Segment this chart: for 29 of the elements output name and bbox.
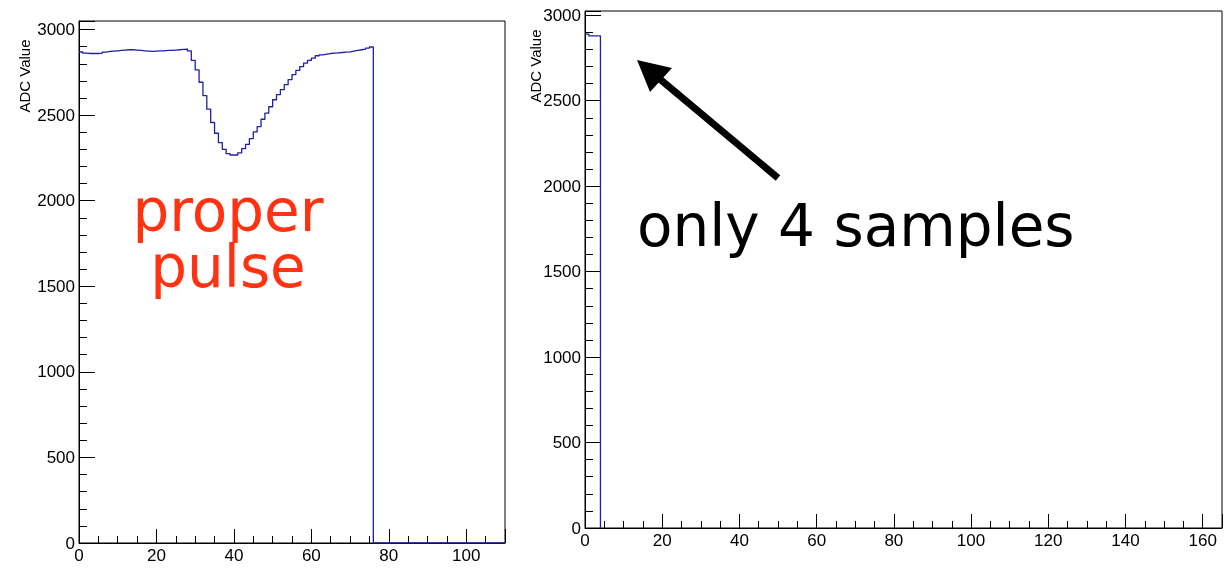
x-tick-label: 40 bbox=[729, 531, 749, 550]
x-tick-label: 60 bbox=[301, 546, 321, 565]
y-tick-label: 500 bbox=[46, 447, 75, 467]
y-axis-title: ADC Value bbox=[15, 39, 33, 113]
x-tick-label: 40 bbox=[224, 546, 244, 565]
x-tick-label: 20 bbox=[652, 531, 672, 550]
x-tick-label: 100 bbox=[452, 546, 481, 565]
y-tick-label: 3000 bbox=[543, 5, 581, 25]
y-tick-label: 2000 bbox=[543, 176, 581, 196]
x-tick-label: 80 bbox=[884, 531, 904, 550]
y-tick-label: 2500 bbox=[37, 105, 75, 125]
y-axis-title: ADC Value bbox=[526, 29, 544, 103]
x-tick-label: 20 bbox=[146, 546, 166, 565]
x-tick-label: 160 bbox=[1188, 531, 1217, 550]
x-tick-label: 140 bbox=[1111, 531, 1140, 550]
y-tick-label: 2500 bbox=[543, 91, 581, 111]
x-tick-label: 60 bbox=[807, 531, 827, 550]
y-tick-label: 1500 bbox=[543, 262, 581, 282]
x-tick-label: 80 bbox=[379, 546, 399, 565]
y-tick-label: 1000 bbox=[543, 347, 581, 367]
x-tick-label: 120 bbox=[1034, 531, 1063, 550]
y-tick-label: 1500 bbox=[37, 276, 75, 296]
annotation: only 4 samples bbox=[637, 192, 1075, 260]
y-tick-label: 1000 bbox=[37, 362, 75, 382]
x-tick-label: 100 bbox=[956, 531, 986, 550]
y-tick-label: 500 bbox=[552, 433, 581, 453]
y-tick-label: 2000 bbox=[37, 191, 75, 211]
annotation: proper pulse bbox=[132, 177, 324, 301]
y-tick-label: 3000 bbox=[37, 20, 75, 40]
